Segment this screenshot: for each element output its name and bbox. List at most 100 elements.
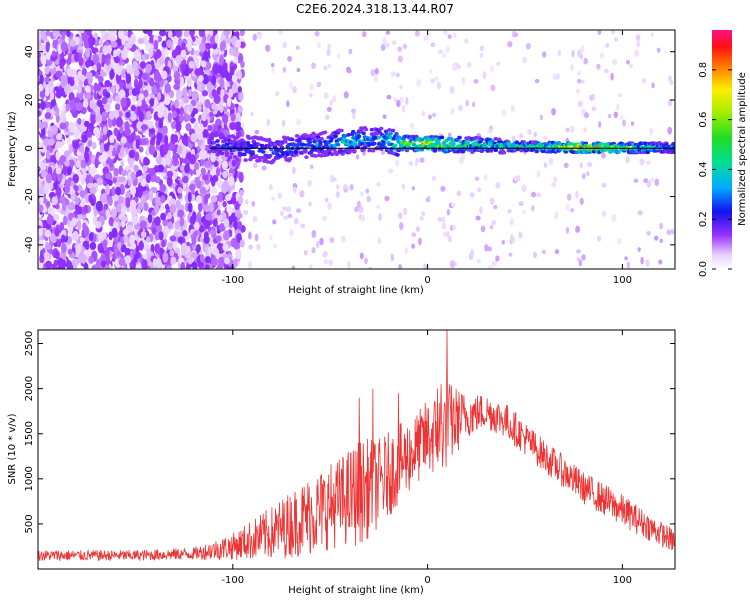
spectrogram-cell	[187, 42, 193, 52]
spectrogram-cell	[111, 186, 116, 197]
spectrogram-cell	[449, 260, 455, 269]
spectrogram-cell	[221, 182, 228, 194]
spectrogram-ridge-cell	[672, 149, 675, 154]
spectrogram-cell	[38, 227, 43, 237]
spectrogram-cell	[159, 183, 167, 193]
spectrogram-y-ticks: -40 -20 0 20 40	[24, 45, 675, 253]
spectrogram-cell	[119, 176, 126, 183]
spectrogram-x-tick-label: -100	[221, 275, 244, 286]
spectrogram-cell	[120, 215, 128, 223]
spectrogram-cell	[134, 50, 142, 62]
spectrogram-cell	[77, 219, 82, 231]
spectrogram-cell	[125, 111, 131, 119]
spectrogram-cell	[365, 188, 370, 194]
spectrogram-cell	[151, 84, 158, 96]
spectrogram-ridge-cell	[457, 135, 462, 140]
spectrogram-cell	[651, 82, 655, 89]
spectrogram-cell	[391, 40, 397, 45]
spectrogram-cell	[38, 52, 41, 59]
spectrogram-cell	[170, 120, 178, 130]
spectrogram-cell	[204, 220, 211, 230]
spectrogram-cell	[77, 117, 82, 125]
spectrogram-cell	[508, 252, 513, 257]
spectrogram-ridge-cell	[473, 136, 479, 141]
spectrogram-cell	[64, 184, 71, 194]
spectrogram-cell	[611, 214, 617, 222]
spectrogram-cell	[253, 162, 258, 169]
spectrogram-cell	[199, 225, 205, 233]
spectrogram-cell	[44, 66, 50, 75]
spectrogram-cell	[317, 42, 321, 49]
spectrogram-cell	[187, 256, 193, 265]
spectrogram-cell	[323, 258, 329, 265]
spectrogram-cell	[166, 170, 173, 178]
spectrogram-ridge-cell	[347, 150, 352, 154]
spectrogram-cell	[85, 91, 91, 99]
spectrogram-cell	[142, 30, 149, 35]
spectrogram-cell	[143, 202, 149, 212]
spectrogram-cell	[111, 227, 118, 238]
spectrogram-y-tick-label: 20	[24, 94, 35, 107]
spectrogram-cell	[213, 94, 221, 105]
spectrogram-cell	[289, 81, 293, 89]
spectrogram-cell	[97, 75, 104, 83]
spectrogram-cell	[223, 230, 230, 241]
spectrogram-cell	[187, 202, 193, 213]
spectrogram-cell	[239, 239, 245, 248]
spectrogram-cell	[120, 146, 125, 157]
spectrogram-cell	[300, 223, 306, 229]
spectrogram-cell	[66, 58, 72, 65]
spectrogram-cell	[556, 73, 560, 80]
spectrogram-cell	[421, 211, 426, 217]
spectrogram-cell	[103, 143, 108, 151]
spectrogram-cell	[203, 194, 209, 206]
spectrogram-cell	[616, 103, 620, 111]
spectrogram-cell	[496, 61, 501, 66]
spectrogram-cell	[233, 219, 239, 231]
spectrogram-cell	[139, 61, 147, 69]
spectrogram-cell	[89, 241, 97, 250]
spectrogram-cell	[401, 183, 406, 190]
spectrogram-cell	[67, 248, 73, 255]
spectrogram-cell	[397, 212, 403, 220]
spectrogram-cell	[428, 114, 432, 120]
spectrogram-cell	[192, 261, 198, 269]
spectrogram-cell	[240, 60, 245, 69]
spectrogram-cell	[611, 30, 616, 35]
spectrogram-cell	[129, 260, 137, 269]
spectrogram-cell	[160, 212, 167, 221]
colorbar-gradient	[712, 30, 732, 269]
spectrogram-ridge-cell	[367, 148, 372, 153]
spectrogram-cell	[554, 248, 560, 255]
spectrogram-cell	[144, 42, 151, 52]
spectrogram-cell	[72, 230, 79, 242]
spectrogram-ridge-cell	[208, 144, 213, 149]
spectrogram-cell	[174, 99, 180, 109]
spectrogram-cell	[659, 238, 663, 243]
spectrogram-cell	[105, 247, 110, 257]
spectrogram-ridge-cell	[404, 148, 410, 153]
spectrogram-cell	[234, 113, 239, 122]
spectrogram-cell	[63, 150, 70, 158]
spectrogram-cell	[378, 213, 382, 221]
spectrogram-ridge-cell	[253, 154, 259, 158]
spectrogram-cell	[156, 248, 161, 256]
spectrogram-cell	[140, 231, 147, 238]
spectrogram-cell	[522, 56, 527, 64]
spectrogram-cell	[196, 243, 201, 253]
spectrogram-cell	[277, 192, 282, 199]
spectrogram-cell	[337, 53, 341, 60]
spectrogram-cell	[382, 114, 387, 119]
spectrogram-cell	[113, 167, 119, 177]
spectrogram-cell	[399, 85, 403, 90]
spectrogram-cell	[198, 149, 205, 160]
spectrogram-cell	[55, 203, 60, 210]
spectrogram-cell	[430, 42, 436, 48]
spectrogram-cell	[177, 209, 184, 218]
spectrogram-cell	[518, 201, 524, 207]
spectrogram-cell	[311, 62, 316, 70]
spectrogram-cell	[565, 226, 570, 234]
spectrogram-cell	[597, 30, 602, 36]
spectrogram-cell	[575, 190, 579, 199]
spectrogram-cell	[136, 99, 142, 107]
